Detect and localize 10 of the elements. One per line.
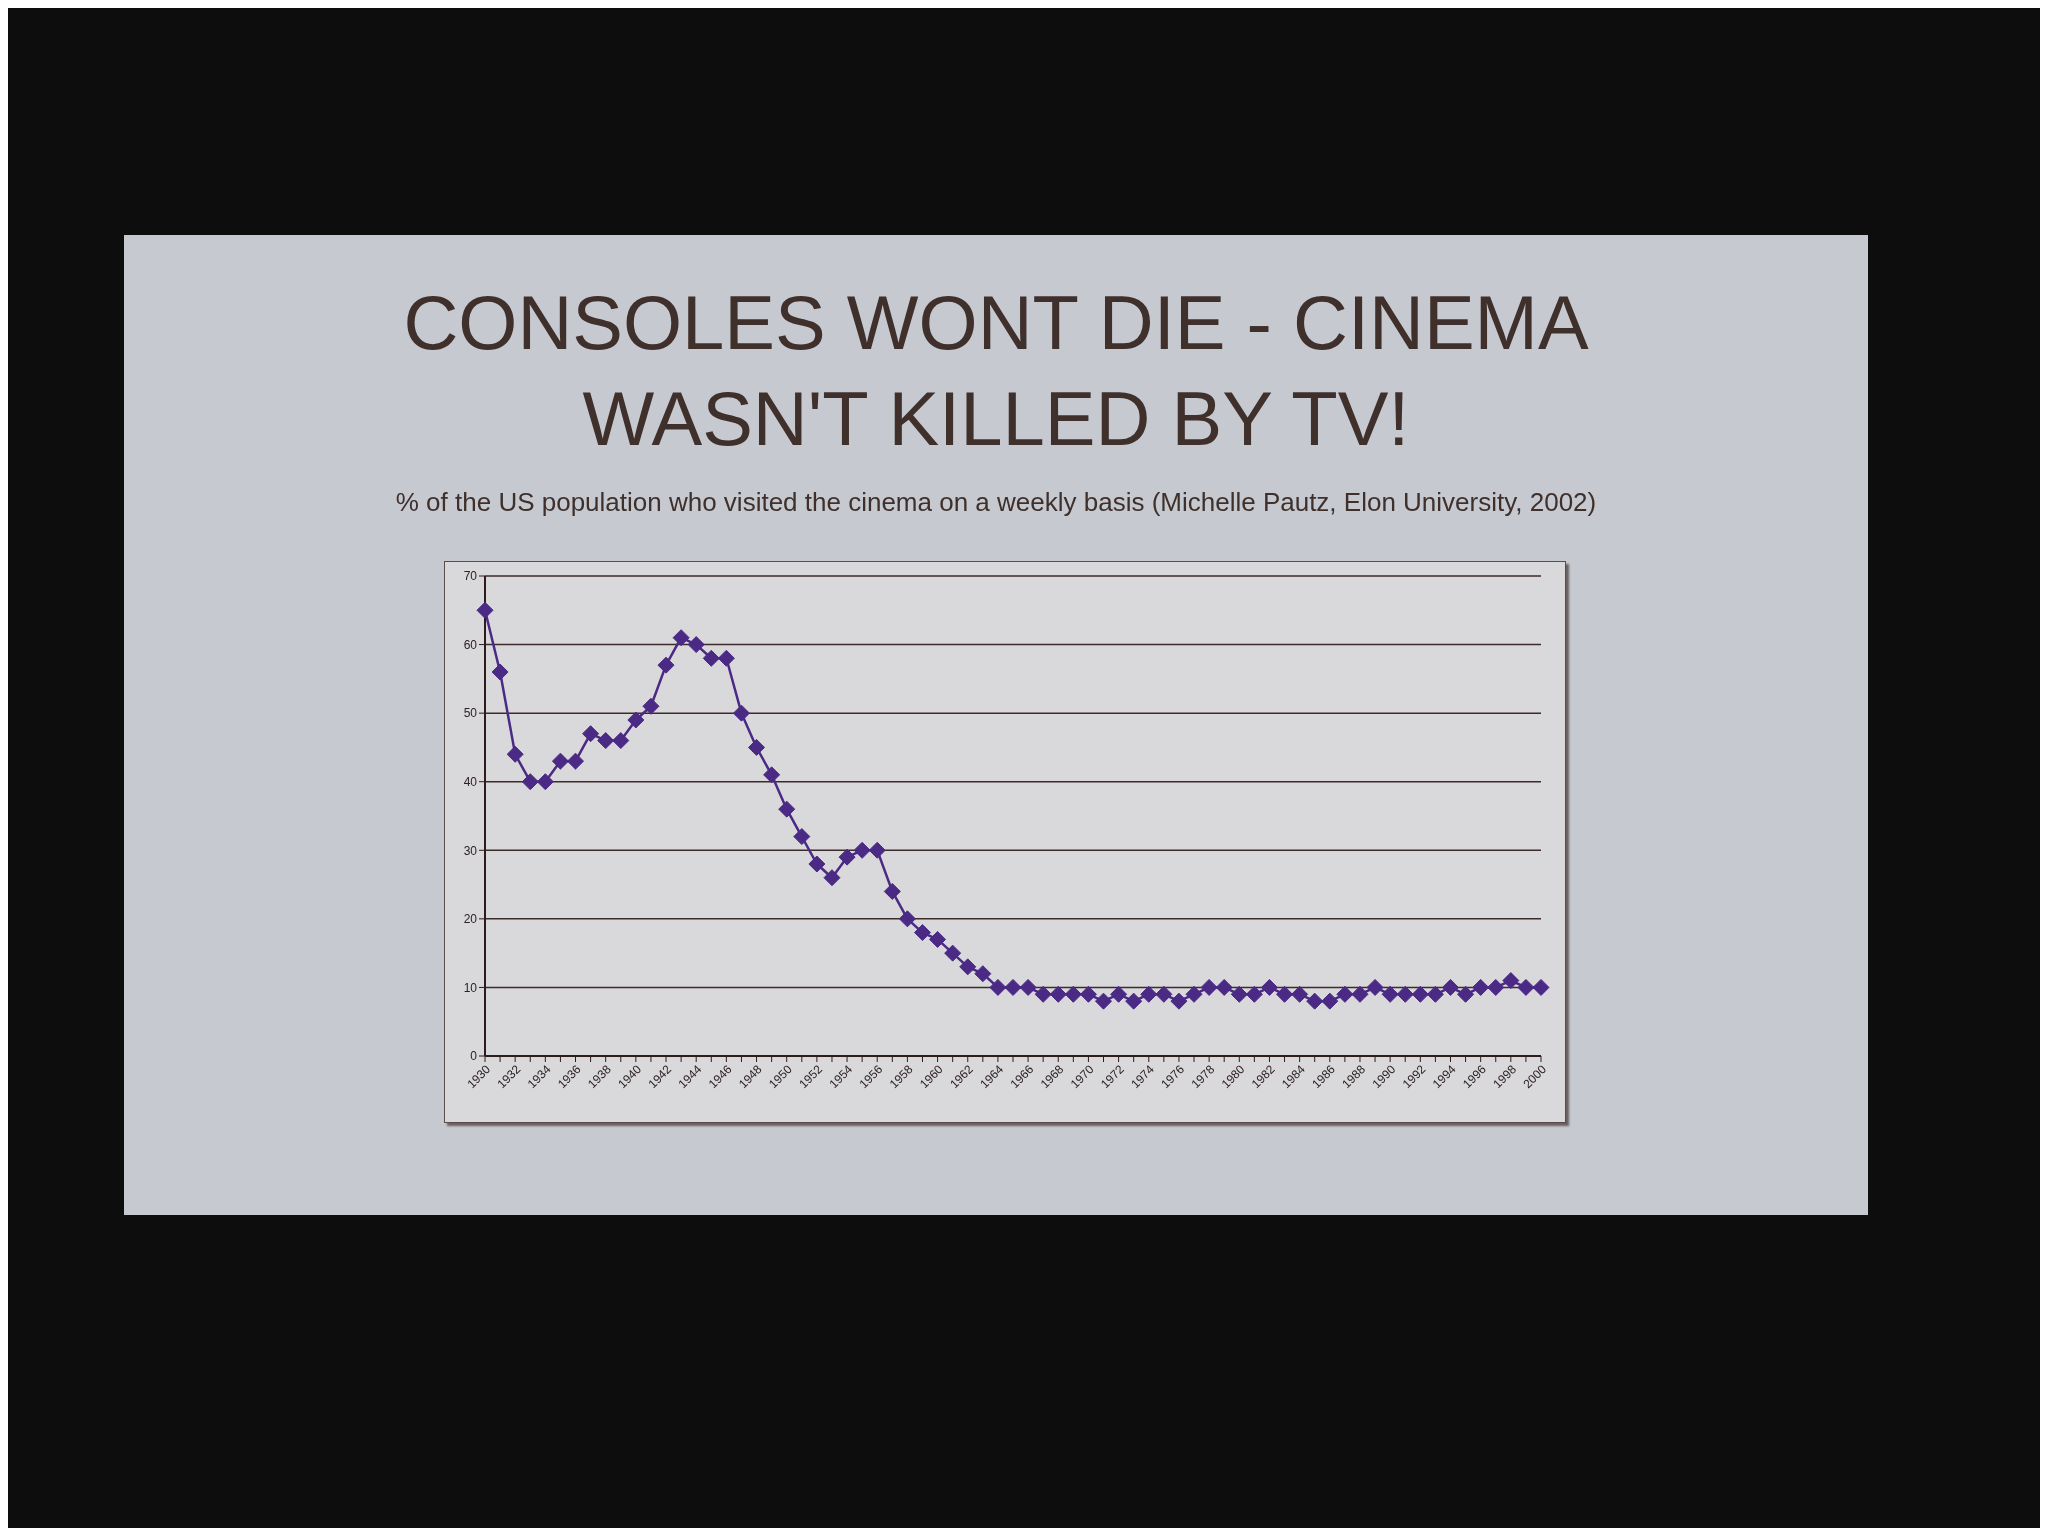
y-tick-label: 40	[463, 774, 478, 789]
y-tick-label: 30	[463, 843, 478, 858]
y-tick-label: 50	[463, 706, 478, 721]
y-tick-label: 0	[470, 1049, 478, 1064]
chart-title: CONSOLES WONT DIE - CINEMA WASN'T KILLED BY TV!	[402, 279, 1590, 463]
y-tick-label: 60	[463, 637, 478, 652]
chart-subtitle: % of the US population who visited the cinema on a weekly basis (Michelle Pautz, Elon University, 2002)	[394, 487, 1598, 518]
y-tick-label: 20	[463, 912, 478, 927]
y-tick-label: 10	[463, 980, 478, 995]
y-tick-label: 70	[463, 569, 478, 584]
